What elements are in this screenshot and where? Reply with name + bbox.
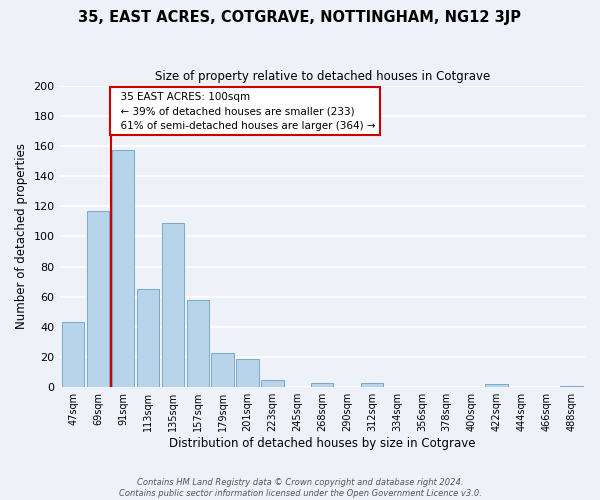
Bar (361, 382, 383, 387)
Bar (187, 300, 209, 387)
Bar (112, 150, 134, 387)
Title: Size of property relative to detached houses in Cotgrave: Size of property relative to detached ho… (155, 70, 490, 83)
Text: 35, EAST ACRES, COTGRAVE, NOTTINGHAM, NG12 3JP: 35, EAST ACRES, COTGRAVE, NOTTINGHAM, NG… (79, 10, 521, 25)
Bar (211, 352, 234, 387)
Bar (311, 382, 334, 387)
Text: Contains HM Land Registry data © Crown copyright and database right 2024.
Contai: Contains HM Land Registry data © Crown c… (119, 478, 481, 498)
Text: 35 EAST ACRES: 100sqm
  ← 39% of detached houses are smaller (233)
  61% of semi: 35 EAST ACRES: 100sqm ← 39% of detached … (115, 92, 376, 131)
Bar (485, 384, 508, 387)
X-axis label: Distribution of detached houses by size in Cotgrave: Distribution of detached houses by size … (169, 437, 476, 450)
Y-axis label: Number of detached properties: Number of detached properties (15, 144, 28, 330)
Bar (261, 380, 284, 387)
Bar (62, 322, 85, 387)
Bar (161, 223, 184, 387)
Bar (236, 358, 259, 387)
Bar (137, 289, 159, 387)
Bar (560, 386, 583, 387)
Bar (87, 210, 109, 387)
